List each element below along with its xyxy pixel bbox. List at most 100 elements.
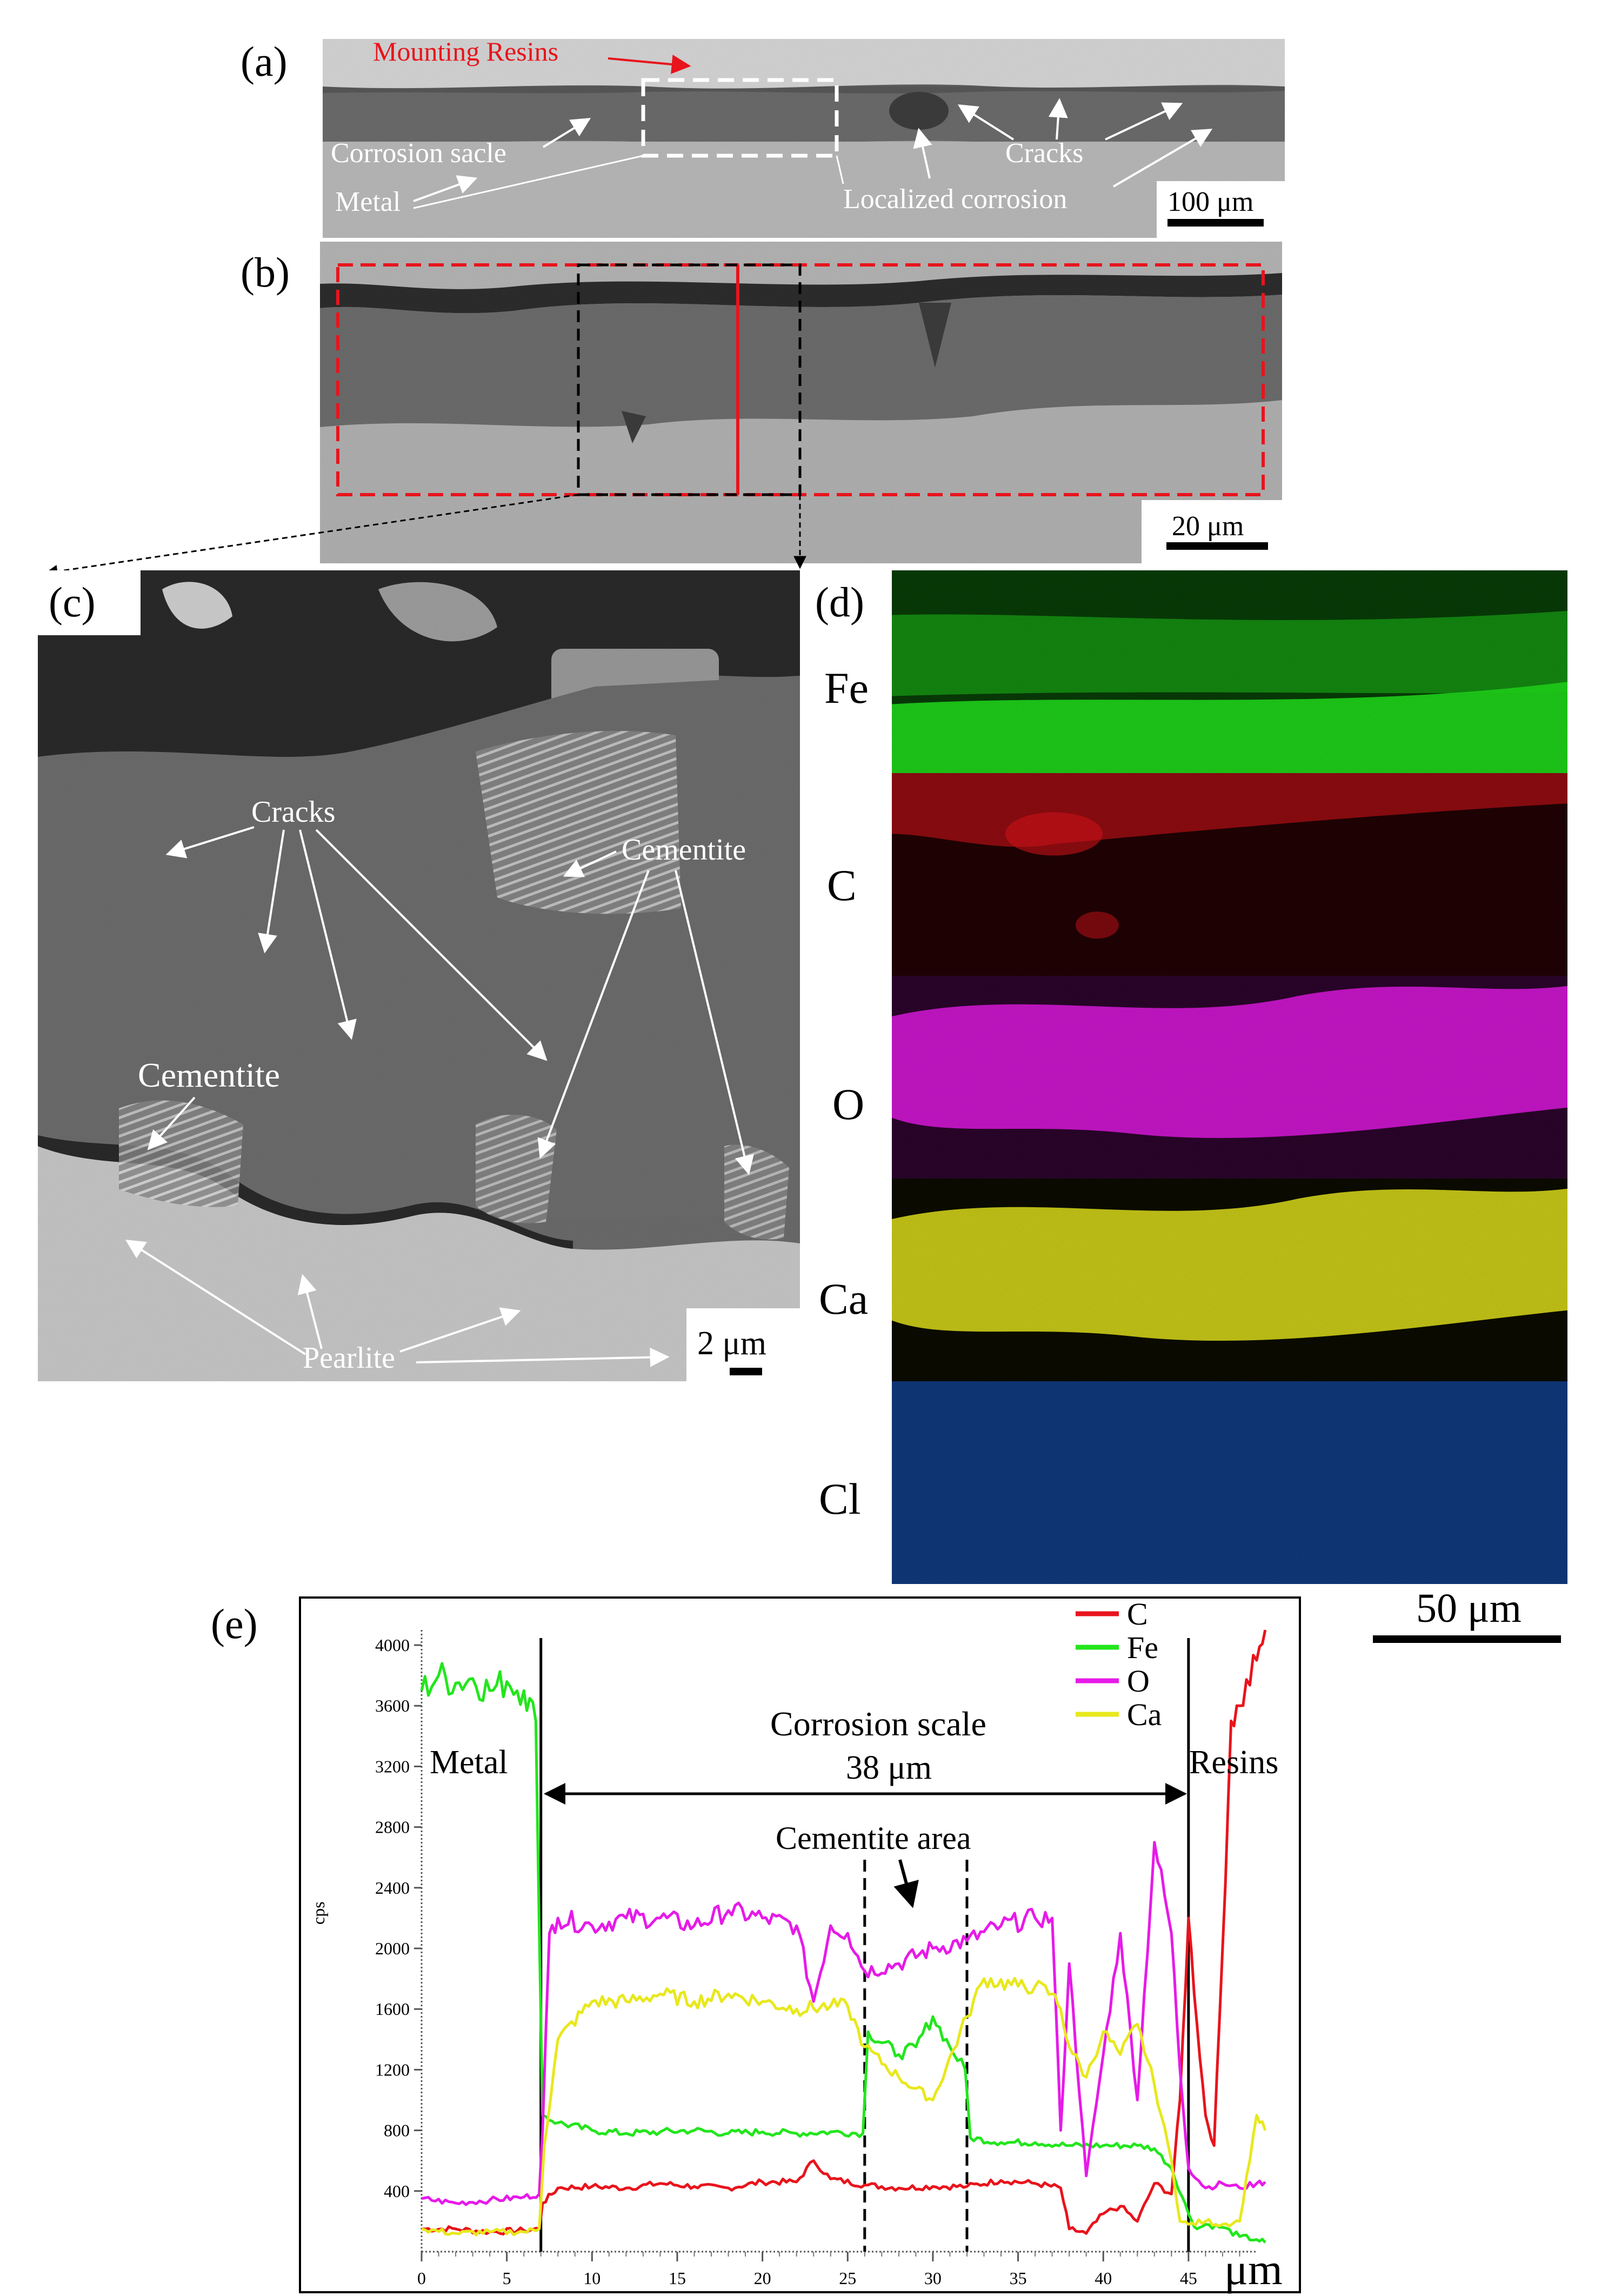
x-tick-label: 10 bbox=[583, 2268, 601, 2288]
arrow-localized-2 bbox=[1112, 129, 1213, 188]
legend-label-o: O bbox=[1127, 1663, 1150, 1699]
panel-b-label: (b) bbox=[241, 249, 290, 296]
eds-map-o bbox=[892, 976, 1567, 1179]
arrow-corrosion-scale bbox=[542, 118, 591, 148]
arrow-localized-1 bbox=[913, 128, 932, 179]
y-tick-label: 400 bbox=[384, 2181, 410, 2201]
eds-map-fe bbox=[892, 570, 1567, 773]
arrow-cracks-a2 bbox=[1048, 98, 1068, 140]
panel-c-sem-image bbox=[38, 570, 800, 1381]
label-cracks-a: Cracks bbox=[1005, 138, 1083, 169]
line-roi-to-metal bbox=[413, 155, 644, 209]
arrow-mounting-resins bbox=[608, 55, 691, 74]
series-line-fe bbox=[420, 1662, 1266, 2244]
line-roi-to-localized bbox=[836, 155, 844, 184]
chart-axes: 400 800 1200 1600 2000 2400 2800 3200 3600 4000 0 5… bbox=[375, 1630, 1257, 2288]
label-localized-corrosion: Localized corrosion bbox=[843, 184, 1067, 215]
legend-label-fe: Fe bbox=[1127, 1630, 1158, 1665]
eds-label-ca: Ca bbox=[819, 1274, 868, 1323]
zoom-line-to-c bbox=[44, 494, 579, 578]
x-tick-label: 45 bbox=[1180, 2268, 1197, 2288]
arrow-cementite-c1 bbox=[563, 850, 617, 877]
eds-label-cl: Cl bbox=[819, 1474, 860, 1523]
panel-c-label-box bbox=[38, 570, 141, 635]
panel-b-scale-box bbox=[1142, 500, 1282, 563]
y-tick-label: 800 bbox=[384, 2121, 410, 2140]
legend-label-c: C bbox=[1127, 1596, 1148, 1632]
eds-map-c bbox=[892, 773, 1567, 976]
label-pearlite: Pearlite bbox=[303, 1341, 395, 1375]
arrow-cementite-c3 bbox=[675, 870, 754, 1175]
arrow-pearlite-2 bbox=[297, 1274, 323, 1349]
x-tick-label: 15 bbox=[669, 2268, 686, 2288]
panel-a-scale-text: 100 μm bbox=[1167, 187, 1253, 217]
panel-b-scale-bar bbox=[1166, 542, 1268, 550]
panel-b-scale-text: 20 μm bbox=[1172, 511, 1244, 542]
series-line-o bbox=[421, 1841, 1266, 2206]
arrow-pearlite-1 bbox=[125, 1240, 306, 1355]
y-tick-label: 2800 bbox=[375, 1818, 410, 1837]
legend-label-ca: Ca bbox=[1127, 1697, 1162, 1732]
panel-c-scale-text: 2 μm bbox=[697, 1325, 766, 1362]
panel-a: (a) Mounting Resins Corrosion sacle Meta… bbox=[241, 36, 1285, 238]
label-cracks-c: Cracks bbox=[251, 795, 336, 829]
y-tick-label: 3200 bbox=[375, 1756, 410, 1776]
panel-d: (d) Fe C O Ca Cl 50 μm bbox=[811, 570, 1567, 1643]
eds-label-o: O bbox=[832, 1080, 864, 1129]
panel-a-label: (a) bbox=[241, 38, 288, 85]
label-cementite-c1: Cementite bbox=[622, 833, 746, 867]
arrow-cracks-a3 bbox=[1105, 102, 1183, 141]
panel-b: (b) 20 μm bbox=[44, 242, 1282, 578]
arrow-cracks-a1 bbox=[957, 104, 1015, 141]
chart-xlabel: μm bbox=[1224, 2245, 1283, 2294]
eds-maps bbox=[892, 570, 1567, 1584]
eds-label-c: C bbox=[827, 861, 857, 910]
arrow-cracks-c4 bbox=[315, 829, 548, 1061]
panel-a-roi-box bbox=[641, 78, 839, 158]
panel-c: (c) Cracks Cementite Cementite Pearlite … bbox=[38, 570, 800, 1381]
anno-resins: Resins bbox=[1189, 1744, 1278, 1781]
x-tick-label: 25 bbox=[839, 2268, 856, 2288]
y-tick-label: 2000 bbox=[375, 1939, 410, 1958]
label-corrosion-scale: Corrosion sacle bbox=[331, 138, 506, 169]
panel-e: (e) 400800120016002000240028003200360040… bbox=[211, 1596, 1301, 2294]
panel-e-label: (e) bbox=[211, 1600, 258, 1647]
arrow-pearlite-3 bbox=[399, 1307, 521, 1353]
x-tick-label: 20 bbox=[754, 2268, 771, 2288]
arrow-cementite-c4 bbox=[147, 1096, 196, 1150]
panel-a-scale-bar bbox=[1167, 219, 1264, 227]
anno-scale-length: 38 μm bbox=[846, 1749, 932, 1786]
panel-d-scale-text: 50 μm bbox=[1416, 1586, 1522, 1631]
label-cementite-c2: Cementite bbox=[138, 1056, 280, 1094]
eds-label-fe: Fe bbox=[824, 663, 869, 713]
panel-a-scale-box bbox=[1157, 181, 1285, 238]
label-metal: Metal bbox=[335, 187, 401, 217]
series-line-c bbox=[421, 1629, 1267, 2235]
arrow-cracks-c1 bbox=[165, 826, 255, 858]
arrow-metal bbox=[413, 175, 478, 202]
y-tick-label: 2400 bbox=[375, 1878, 410, 1898]
x-tick-label: 0 bbox=[417, 2268, 426, 2288]
arrow-cementite-c2 bbox=[537, 870, 650, 1159]
y-tick-label: 1200 bbox=[375, 2060, 410, 2079]
arrow-pearlite-4 bbox=[416, 1347, 670, 1367]
eds-map-ca bbox=[892, 1179, 1567, 1381]
x-tick-label: 5 bbox=[503, 2268, 511, 2288]
y-tick-label: 1600 bbox=[375, 1999, 410, 2019]
eds-map-cl bbox=[892, 1381, 1567, 1584]
anno-metal: Metal bbox=[430, 1744, 508, 1781]
chart-ylabel: cps bbox=[309, 1901, 328, 1925]
x-tick-label: 35 bbox=[1010, 2268, 1027, 2288]
anno-cementite-arrow bbox=[893, 1859, 919, 1908]
arrow-cracks-c2 bbox=[258, 829, 285, 954]
x-tick-label: 30 bbox=[924, 2268, 942, 2288]
anno-scale-title: Corrosion scale bbox=[770, 1705, 986, 1743]
panel-d-label: (d) bbox=[815, 578, 864, 625]
series-line-ca bbox=[421, 1976, 1267, 2237]
label-mounting-resins: Mounting Resins bbox=[373, 36, 558, 66]
arrow-cracks-c3 bbox=[299, 829, 357, 1040]
panel-b-black-roi bbox=[577, 263, 802, 496]
x-tick-label: 40 bbox=[1095, 2268, 1112, 2288]
panel-d-scale-bar bbox=[1373, 1635, 1561, 1643]
